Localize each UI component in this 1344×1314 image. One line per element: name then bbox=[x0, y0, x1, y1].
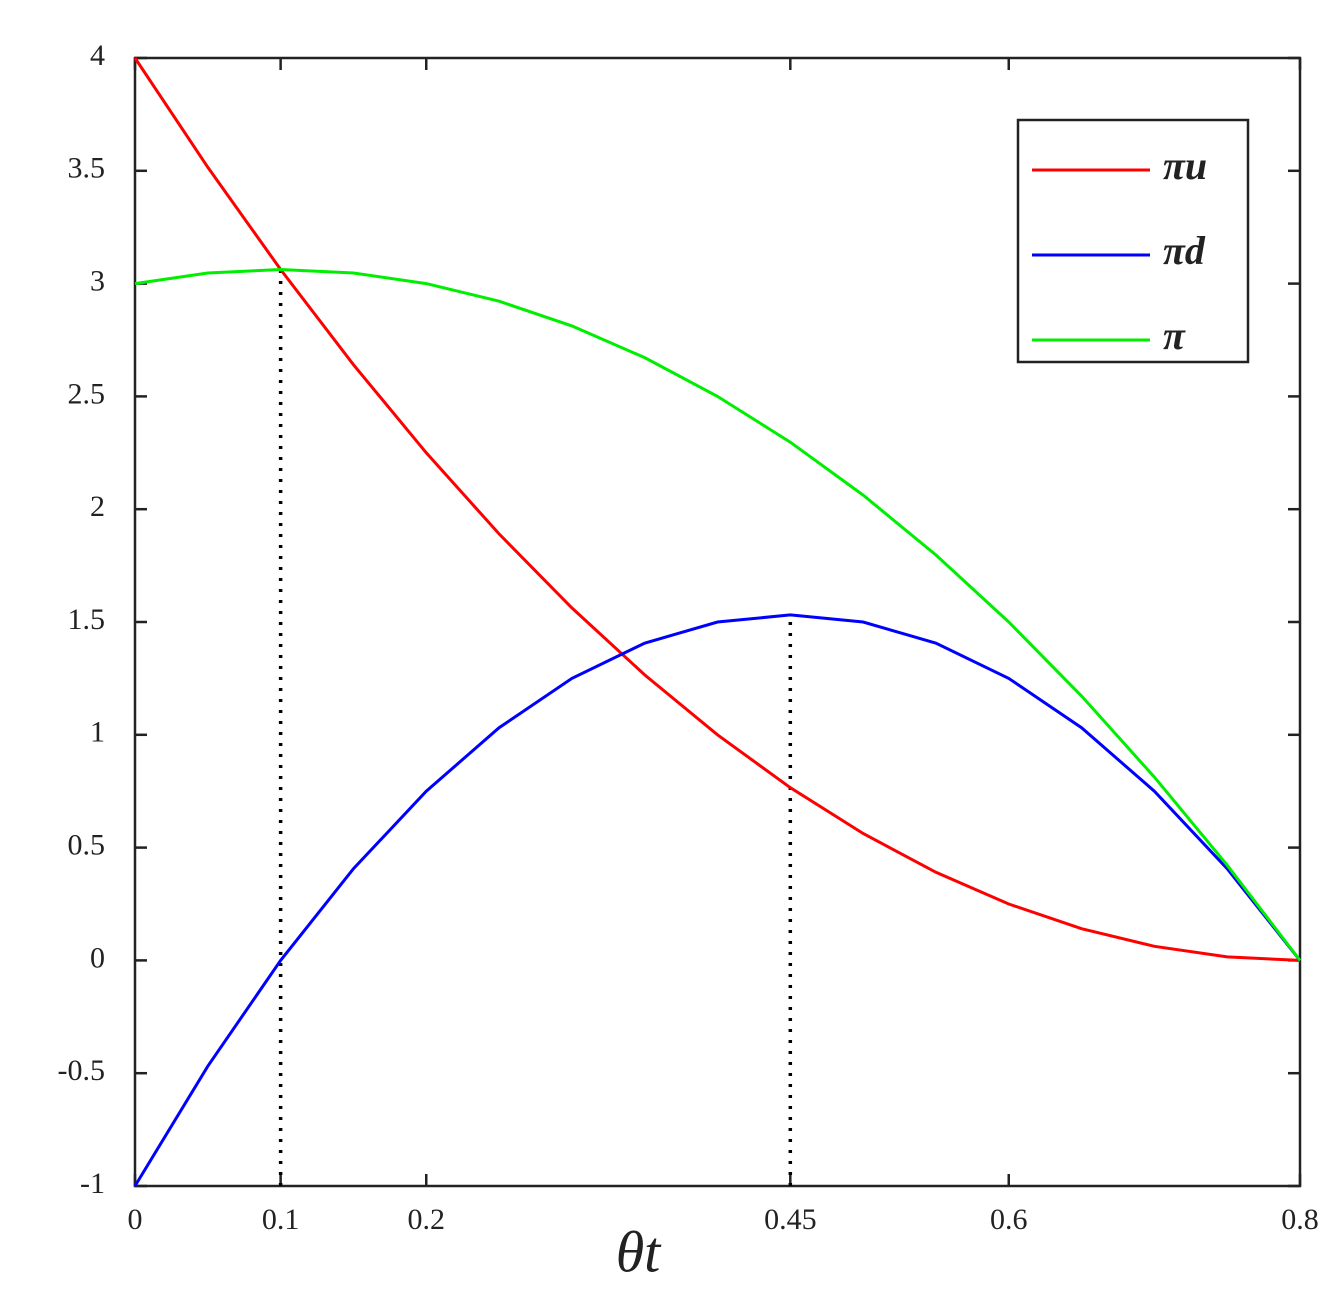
y-tick-label: 3.5 bbox=[68, 152, 106, 185]
data-line bbox=[134, 267, 1302, 962]
data-line bbox=[133, 57, 1301, 962]
y-tick-label: 4 bbox=[90, 39, 105, 72]
legend-box bbox=[1016, 118, 1250, 364]
x-axis-label: θt bbox=[616, 1219, 662, 1284]
y-tick-label: 1.5 bbox=[68, 603, 106, 636]
x-tick-label: 0.8 bbox=[1281, 1203, 1319, 1236]
y-tick-label: 2.5 bbox=[68, 377, 106, 410]
y-tick-label: -0.5 bbox=[58, 1054, 106, 1087]
data-line bbox=[133, 613, 1302, 1187]
y-tick-label: 2 bbox=[90, 490, 105, 523]
x-tick-label: 0.1 bbox=[262, 1203, 300, 1236]
y-tick-label: 0.5 bbox=[68, 828, 106, 861]
x-tick-label: 0.45 bbox=[764, 1203, 817, 1236]
x-tick-label: 0.6 bbox=[990, 1203, 1028, 1236]
x-tick-label: 0.2 bbox=[408, 1203, 446, 1236]
legend-label: πd bbox=[1163, 228, 1206, 273]
x-tick-label: 0 bbox=[128, 1203, 143, 1236]
legend-label: πu bbox=[1163, 143, 1207, 188]
y-tick-label: -1 bbox=[80, 1167, 105, 1200]
y-tick-label: 1 bbox=[90, 716, 105, 749]
y-tick-label: 3 bbox=[90, 264, 105, 297]
y-tick-label: 0 bbox=[90, 941, 105, 974]
legend-label: π bbox=[1163, 313, 1186, 358]
